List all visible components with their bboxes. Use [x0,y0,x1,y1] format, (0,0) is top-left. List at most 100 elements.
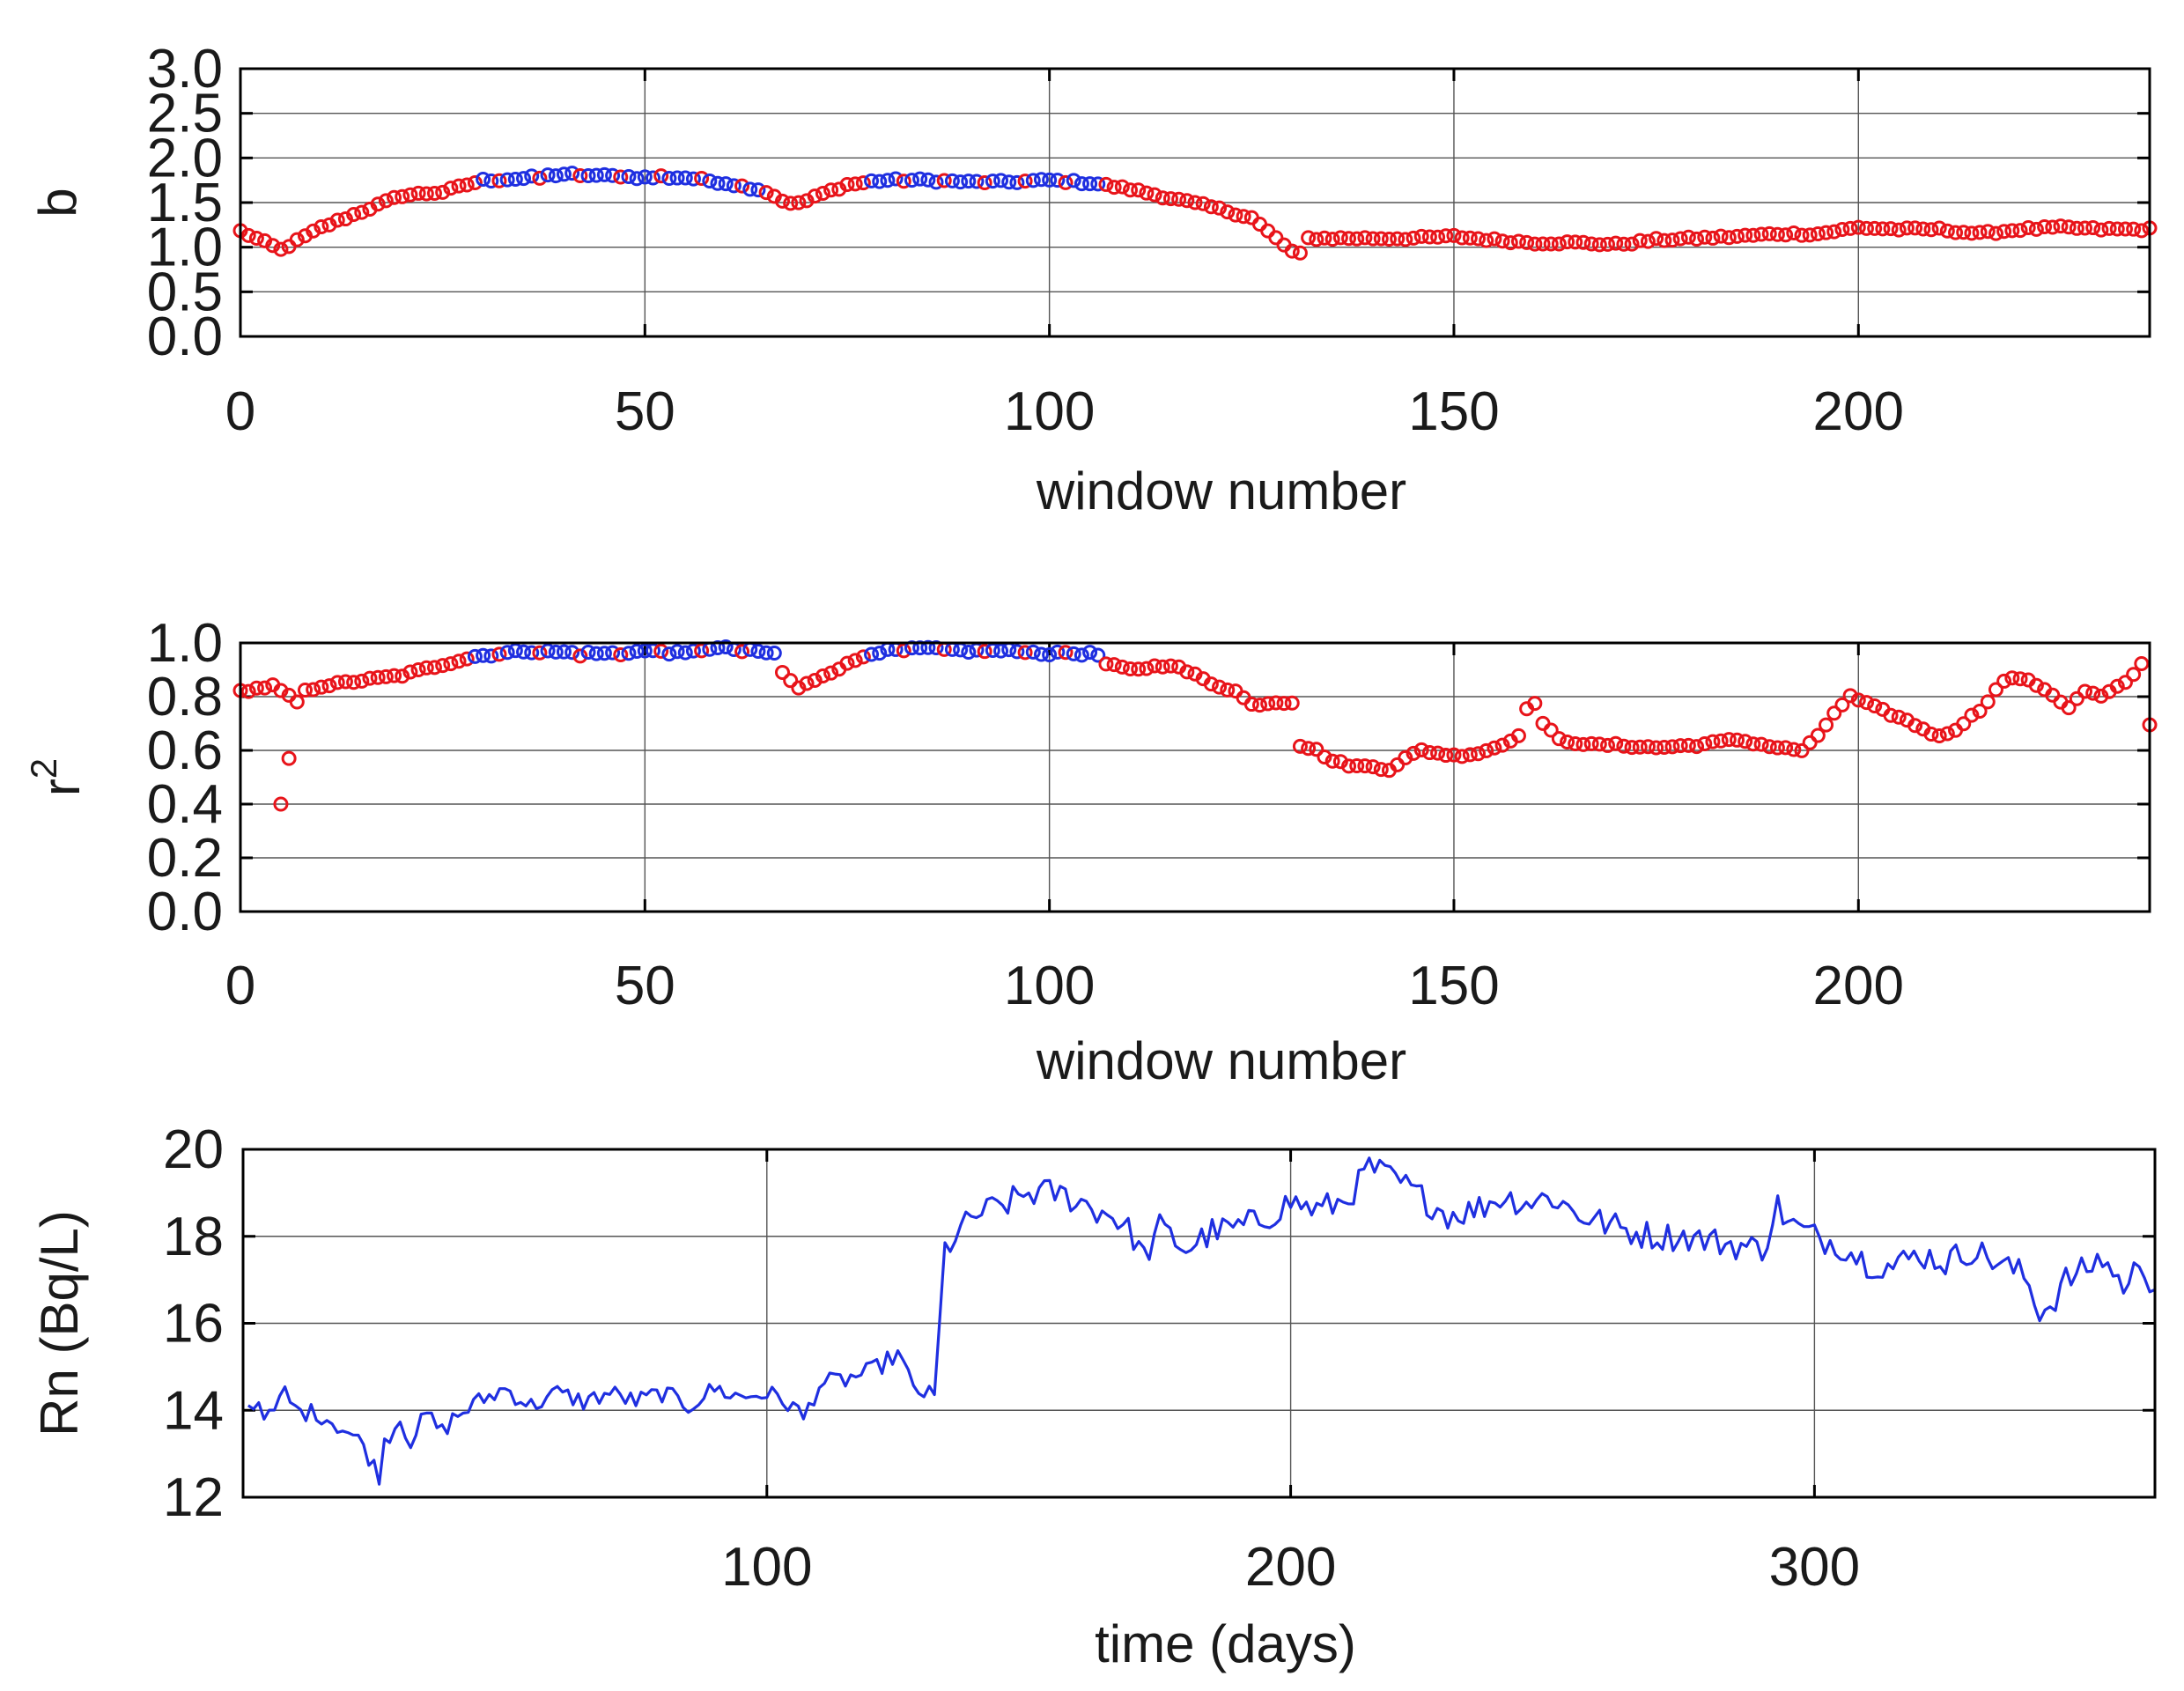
x-tick-label: 200 [1245,1537,1336,1598]
data-point-blue [1050,173,1066,188]
panel-rn: 12 14 16 18 20 100 200 300 time (days) Rn (Bq/L) [30,1119,2157,1673]
data-point-red [1123,661,1139,676]
data-point-red [1487,231,1502,247]
data-point-red [426,660,442,676]
data-point-blue [646,170,661,186]
data-point-red [1462,747,1478,763]
data-point-red [855,649,871,665]
data-point-red [1527,236,1543,252]
data-point-blue [985,643,1000,659]
data-point-red [1568,234,1583,250]
data-point-blue [507,171,523,187]
data-point-red [1858,695,1874,711]
data-point-red [1260,223,1276,239]
data-point-red [2020,220,2036,236]
data-point-blue [920,639,936,655]
data-point-red [1931,728,1947,744]
data-point-red [289,694,305,710]
data-point-red [734,178,750,194]
y-tick-label: 1.0 [147,613,223,674]
data-point-red [1680,737,1696,753]
data-point-blue [1082,645,1098,661]
data-point-blue [476,647,491,663]
data-point-red [1583,735,1599,751]
data-point-blue [872,174,888,189]
data-point-blue [880,173,896,188]
data-point-blue [556,166,572,182]
data-point-outlier [281,750,297,766]
data-point-red [1430,229,1446,245]
data-point-blue [605,167,621,183]
data-point-red [2134,656,2150,672]
data-point-blue [669,644,685,660]
data-point-blue [888,171,904,187]
data-point-red [1713,733,1729,749]
data-point-red [1171,191,1187,207]
data-point-red [1980,694,1996,710]
data-point-red [354,204,370,220]
data-point-red [418,186,434,202]
data-point-blue [993,173,1009,188]
data-point-blue [1042,172,1058,188]
data-point-red [2061,219,2077,235]
data-point-blue [677,170,693,186]
data-point-red [1753,226,1769,242]
data-point-red [1745,227,1761,243]
data-point-red [1179,193,1195,209]
data-point-blue [1074,647,1089,663]
data-point-red [435,184,451,200]
data-point-blue [1074,176,1089,192]
data-point-red [1972,225,1988,240]
data-point-red [1810,727,1826,743]
data-point-red [1956,716,1972,732]
data-point-blue [1066,646,1081,661]
data-point-red [1769,740,1785,756]
data-point-red [1098,656,1114,672]
data-point-red [1939,726,1955,742]
data-point-red [1624,236,1640,252]
data-point-red [1600,737,1616,753]
data-point-blue [621,646,637,661]
data-point-blue [467,648,483,664]
data-point-red [1139,661,1155,676]
data-point-blue [580,167,596,183]
data-point-blue [548,644,564,660]
data-point-blue [750,182,766,198]
data-point-red [1123,182,1139,198]
data-point-blue [524,168,540,184]
data-point-red [1551,731,1567,747]
x-tick-label: 100 [721,1537,812,1598]
data-point-blue [548,168,564,184]
data-point-red [1292,245,1308,261]
data-point-blue [750,644,766,660]
x-tick-label: 50 [615,381,675,442]
data-point-red [1236,209,1251,225]
data-point-red [443,181,459,196]
data-point-red [1324,753,1340,769]
data-point-red [1794,227,1810,243]
data-point-red [1842,220,1858,236]
data-point-red [1162,658,1178,674]
data-point-red [1632,233,1648,248]
data-point-red [1284,243,1300,259]
y-tick-label: 16 [163,1294,224,1355]
data-point-red [426,185,442,201]
data-point-red [1195,196,1211,211]
data-point-red [977,174,992,190]
y-tick-label: 0.2 [147,828,223,889]
data-point-red [1664,739,1680,755]
data-point-red [613,169,629,185]
data-point-red [1341,758,1357,774]
data-point-blue [1025,173,1041,188]
data-point-red [2028,221,2044,237]
data-point-blue [961,174,977,189]
data-point-red [1251,698,1267,713]
data-point-red [443,656,459,672]
data-point-blue [483,173,499,188]
data-point-blue [540,167,556,183]
data-point-red [240,227,256,243]
data-point-red [1454,230,1470,246]
data-point-blue [661,646,677,662]
data-point-red [1915,221,1931,237]
data-point-red [1519,234,1535,250]
